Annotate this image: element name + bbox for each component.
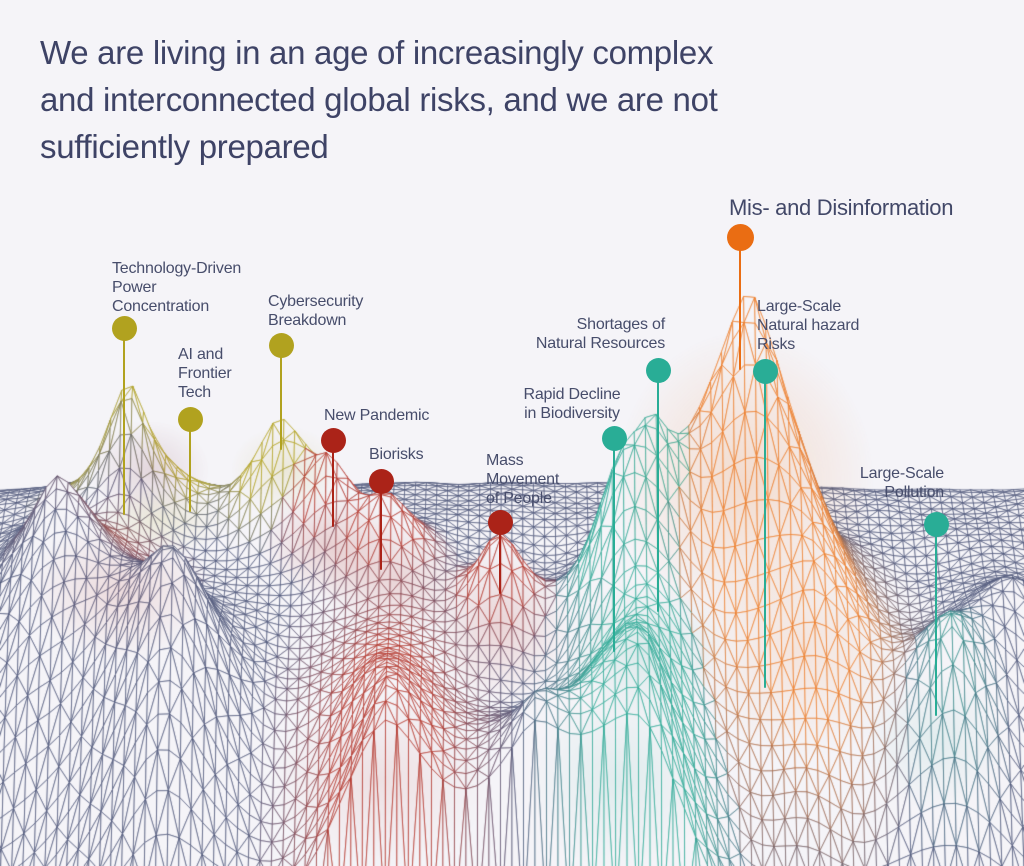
pin-dot bbox=[752, 358, 778, 384]
pin-stem bbox=[498, 522, 502, 594]
pin-dot bbox=[726, 223, 754, 251]
pin-label: AI and Frontier Tech bbox=[178, 346, 232, 402]
pin-dot bbox=[268, 332, 294, 358]
pin-label: Large-Scale Natural hazard Risks bbox=[757, 298, 860, 354]
page-title: We are living in an age of increasingly … bbox=[40, 34, 718, 165]
pin-stem bbox=[738, 237, 742, 370]
pin-label: Rapid Decline in Biodiversity bbox=[523, 386, 621, 423]
pin-dot bbox=[368, 468, 394, 494]
pin-label: Mis- and Disinformation bbox=[729, 195, 954, 220]
pin-stem bbox=[331, 440, 335, 527]
pin-label: Large-Scale Pollution bbox=[859, 465, 944, 502]
pin-stem bbox=[122, 328, 126, 515]
pin-label: Mass Movement of People bbox=[486, 452, 560, 508]
pin-label: New Pandemic bbox=[324, 407, 430, 424]
pin-label: Biorisks bbox=[369, 446, 424, 463]
pin-stem bbox=[656, 370, 660, 612]
pin-dot bbox=[320, 427, 346, 453]
pin-dot bbox=[177, 406, 203, 432]
pin-stem bbox=[188, 419, 192, 512]
pin-dot bbox=[111, 315, 137, 341]
pin-dot bbox=[645, 357, 671, 383]
pin-stem bbox=[279, 345, 283, 450]
pin-stem bbox=[612, 438, 616, 652]
pin-stem bbox=[763, 371, 767, 688]
pin-dot bbox=[487, 509, 513, 535]
pin-label: Shortages of Natural Resources bbox=[535, 316, 665, 353]
pin-label: Cybersecurity Breakdown bbox=[268, 293, 364, 330]
pin-label: Technology-Driven Power Concentration bbox=[112, 260, 242, 316]
pin-stem bbox=[379, 481, 383, 570]
pin-dot bbox=[923, 511, 949, 537]
pin-dot bbox=[601, 425, 627, 451]
pin-stem bbox=[934, 524, 938, 716]
